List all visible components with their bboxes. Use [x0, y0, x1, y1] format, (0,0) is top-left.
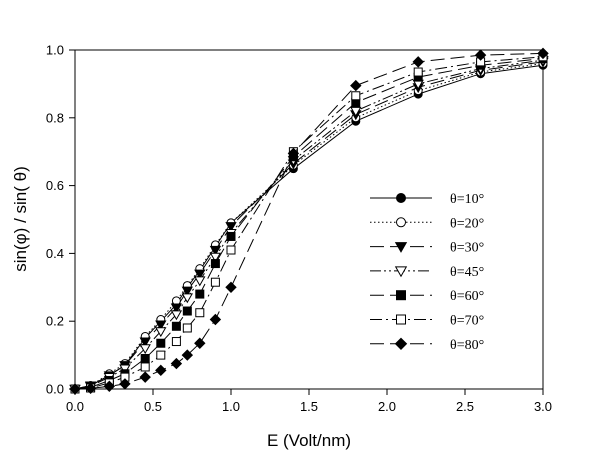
data-point — [182, 306, 192, 316]
data-point — [181, 293, 193, 304]
data-point — [350, 106, 362, 117]
legend-entry: θ=45° — [370, 265, 484, 280]
legend-label: θ=20° — [450, 216, 484, 231]
data-point — [225, 281, 237, 294]
data-point — [350, 79, 362, 92]
data-point — [155, 327, 167, 338]
data-point — [537, 47, 549, 60]
x-axis-label: E (Volt/nm) — [267, 431, 351, 450]
legend-entry: θ=70° — [370, 314, 484, 329]
data-point — [194, 269, 206, 280]
data-point — [210, 259, 220, 269]
legend-marker — [396, 217, 406, 228]
series-line — [74, 59, 544, 390]
y-tick-label: 1.0 — [46, 43, 64, 58]
data-point — [226, 245, 236, 255]
data-point — [225, 222, 237, 233]
data-point — [182, 323, 192, 333]
data-point — [156, 338, 166, 348]
y-tick-label: 0.6 — [46, 178, 64, 193]
legend-label: θ=45° — [450, 265, 484, 280]
data-point — [194, 337, 206, 349]
data-point — [171, 321, 181, 331]
data-point — [69, 383, 81, 395]
y-tick-label: 0.4 — [46, 246, 64, 261]
legend: θ=10° θ=20° θ=30° θ=45° θ=60° θ=70° θ=80° — [370, 192, 484, 353]
legend-marker — [396, 193, 406, 203]
series-line — [74, 52, 544, 390]
x-axis-ticks: 0.0 0.5 1.0 1.5 2.0 2.5 3.0 — [66, 389, 552, 414]
data-point — [156, 350, 166, 360]
x-tick-label: 1.0 — [222, 399, 240, 414]
data-point — [412, 56, 424, 68]
legend-label: θ=30° — [450, 241, 484, 256]
y-tick-label: 0.2 — [46, 314, 64, 329]
data-point — [155, 320, 167, 331]
x-tick-label: 2.5 — [456, 399, 474, 414]
data-point — [139, 344, 151, 355]
series-line — [74, 56, 544, 390]
legend-marker — [396, 290, 406, 301]
data-point — [170, 303, 183, 314]
data-point — [209, 252, 222, 263]
legend-entry: θ=10° — [370, 192, 484, 207]
data-point — [194, 276, 206, 287]
data-point — [226, 231, 236, 241]
legend-entry: θ=20° — [370, 216, 484, 231]
data-point — [351, 91, 361, 101]
y-tick-label: 0.0 — [46, 382, 64, 397]
data-point — [140, 353, 150, 363]
x-tick-label: 0.5 — [144, 399, 162, 414]
legend-label: θ=10° — [450, 192, 484, 207]
data-point — [181, 286, 193, 297]
data-point — [209, 313, 222, 326]
x-tick-label: 0.0 — [66, 399, 84, 414]
legend-label: θ=60° — [450, 289, 484, 304]
data-point — [287, 147, 300, 160]
legend-entry: θ=30° — [370, 241, 484, 256]
x-tick-label: 1.5 — [300, 399, 318, 414]
data-point — [139, 371, 151, 383]
data-point — [210, 277, 220, 287]
data-point — [413, 67, 423, 77]
y-axis-ticks: 0.0 0.2 0.4 0.6 0.8 1.0 — [46, 43, 75, 397]
legend-marker — [394, 242, 408, 253]
data-point — [170, 310, 183, 321]
data-point — [119, 378, 131, 390]
legend-marker — [394, 337, 408, 351]
data-point — [103, 380, 116, 392]
data-point — [139, 337, 151, 348]
series-7 — [69, 47, 549, 395]
legend-label: θ=80° — [450, 338, 484, 353]
data-point — [474, 49, 487, 61]
data-point — [84, 382, 97, 395]
data-point — [171, 337, 181, 347]
data-point — [195, 308, 205, 318]
legend-entry: θ=60° — [370, 289, 484, 304]
legend-entry: θ=80° — [370, 337, 484, 353]
data-point — [170, 357, 183, 370]
y-tick-label: 0.8 — [46, 110, 64, 125]
x-tick-label: 3.0 — [534, 399, 552, 414]
series-line — [74, 61, 544, 390]
data-point — [140, 362, 150, 372]
data-point — [209, 245, 222, 256]
legend-marker — [396, 314, 406, 325]
y-axis-label: sin(φ) / sin( θ) — [11, 166, 30, 271]
data-point — [195, 289, 205, 299]
data-point — [181, 349, 194, 361]
series-line — [74, 58, 544, 390]
legend-marker — [394, 266, 408, 278]
data-point — [155, 364, 167, 377]
legend-label: θ=70° — [450, 314, 484, 329]
x-tick-label: 2.0 — [378, 399, 396, 414]
series-lines — [69, 47, 549, 395]
